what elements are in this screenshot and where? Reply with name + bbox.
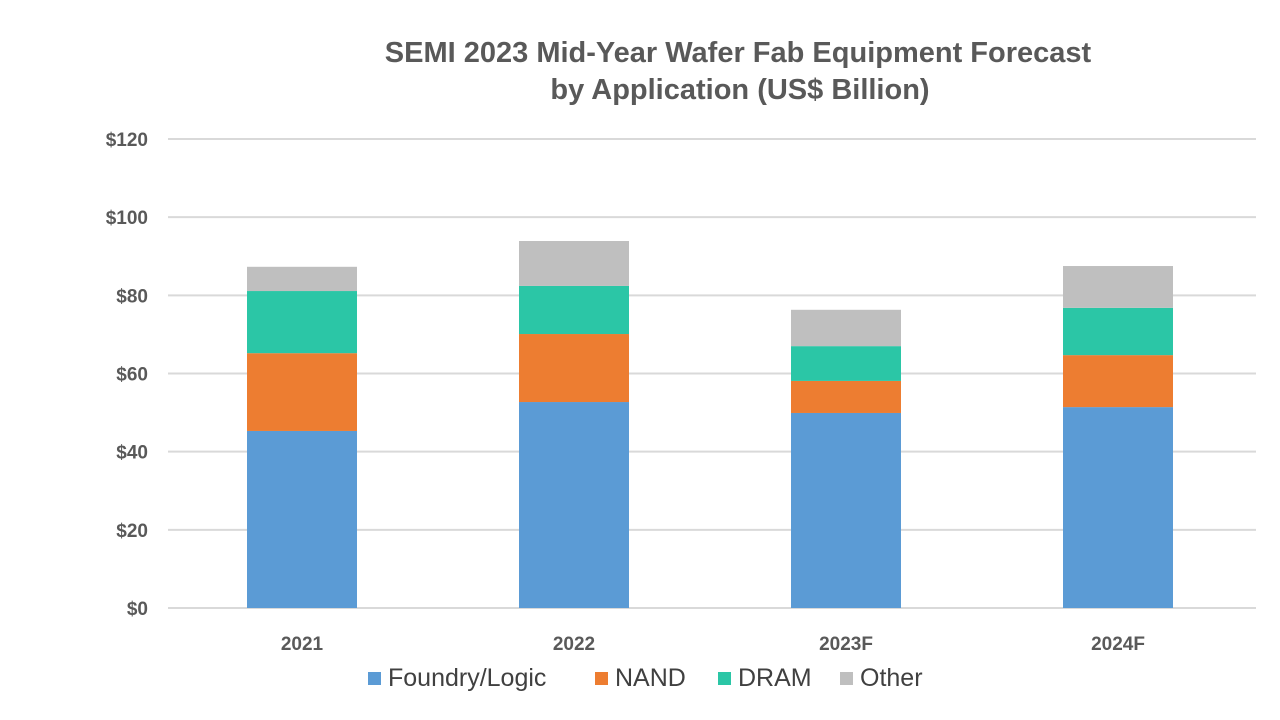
bar-other-2021 — [247, 266, 357, 292]
legend-label: NAND — [615, 664, 686, 692]
x-tick-label: 2023F — [819, 634, 873, 655]
bar-nand-2024f — [1063, 355, 1173, 408]
bar-dram-2023f — [791, 346, 901, 381]
legend-swatch — [718, 672, 731, 685]
y-axis-ticks: $0 $20 $40 $60 $80 $100 $120 — [106, 130, 148, 620]
bar-other-2024f — [1063, 266, 1173, 308]
bar-dram-2024f — [1063, 307, 1173, 356]
bar-other-2023f — [791, 309, 901, 347]
bars — [247, 241, 1173, 608]
legend-item-nand: NAND — [595, 664, 686, 692]
legend-label: Foundry/Logic — [388, 664, 546, 692]
bar-foundry-logic-2021 — [247, 430, 357, 608]
bar-foundry-logic-2023f — [791, 412, 901, 608]
y-tick-label: $60 — [116, 365, 148, 386]
bar-dram-2022 — [519, 285, 629, 335]
chart-subtitle: by Application (US$ Billion) — [550, 74, 929, 106]
bar-other-2022 — [519, 241, 629, 286]
y-tick-label: $20 — [116, 521, 148, 542]
y-tick-label: $80 — [116, 286, 148, 307]
y-tick-label: $100 — [106, 208, 148, 229]
legend-swatch — [840, 672, 853, 685]
legend-swatch — [595, 672, 608, 685]
bar-stack-2023f — [791, 309, 901, 608]
legend-label: Other — [860, 664, 923, 692]
x-tick-label: 2022 — [553, 634, 595, 655]
legend-item-other: Other — [840, 664, 923, 692]
bar-foundry-logic-2024f — [1063, 407, 1173, 608]
legend-item-dram: DRAM — [718, 664, 812, 692]
bar-nand-2023f — [791, 380, 901, 413]
bar-nand-2022 — [519, 334, 629, 403]
bar-stack-2021 — [247, 266, 357, 608]
legend-label: DRAM — [738, 664, 812, 692]
y-tick-label: $0 — [127, 599, 148, 620]
bar-nand-2021 — [247, 353, 357, 431]
y-tick-label: $120 — [106, 130, 148, 151]
bar-dram-2021 — [247, 291, 357, 354]
bar-stack-2022 — [519, 241, 629, 608]
x-tick-label: 2021 — [281, 634, 324, 655]
legend: Foundry/Logic NAND DRAM Other — [368, 664, 923, 692]
legend-swatch — [368, 672, 381, 685]
bar-foundry-logic-2022 — [519, 402, 629, 608]
y-tick-label: $40 — [116, 443, 148, 464]
chart-title: SEMI 2023 Mid-Year Wafer Fab Equipment F… — [385, 37, 1092, 69]
x-tick-label: 2024F — [1091, 634, 1145, 655]
legend-item-foundry-logic: Foundry/Logic — [368, 664, 546, 692]
x-axis-ticks: 2021 2022 2023F 2024F — [281, 634, 1145, 655]
bar-stack-2024f — [1063, 266, 1173, 608]
